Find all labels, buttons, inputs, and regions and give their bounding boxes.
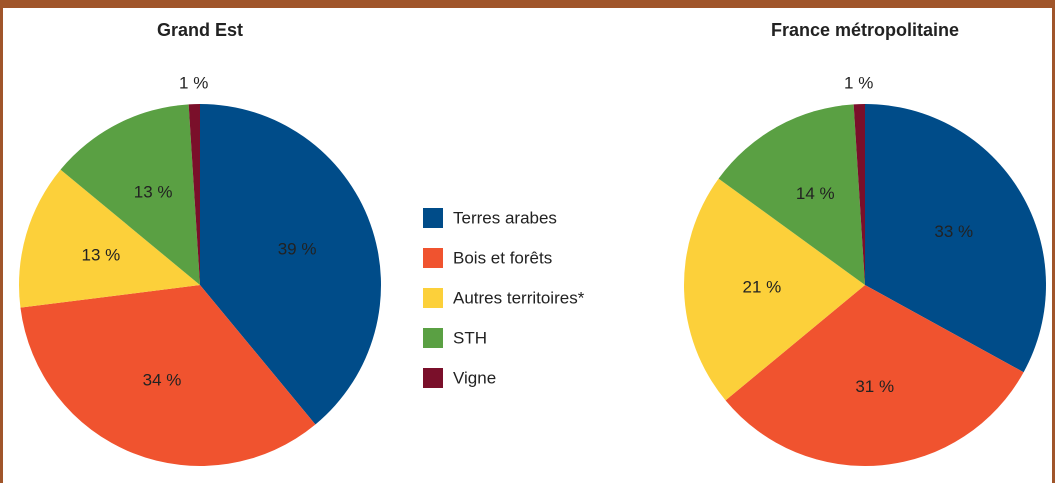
data-label: 34 % <box>143 370 182 389</box>
pie-slice <box>853 104 865 285</box>
data-label: 21 % <box>743 278 782 297</box>
data-label: 33 % <box>934 222 973 241</box>
frame-right <box>1052 0 1055 483</box>
legend-label: STH <box>453 328 487 347</box>
pie-slice <box>200 104 381 425</box>
data-label: 1 % <box>179 74 208 93</box>
chart-title: Grand Est <box>157 20 243 40</box>
legend-label: Vigne <box>453 368 496 387</box>
legend-swatch <box>423 248 443 268</box>
pie-slice <box>865 104 1046 373</box>
frame-top <box>0 0 1055 8</box>
legend-swatch <box>423 368 443 388</box>
legend-label: Bois et forêts <box>453 248 552 267</box>
legend-label: Terres arabes <box>453 208 557 227</box>
legend-swatch <box>423 328 443 348</box>
pie-slice <box>60 104 200 285</box>
pie-slice <box>188 104 200 285</box>
chart-title: France métropolitaine <box>771 20 959 40</box>
data-label: 1 % <box>844 74 873 93</box>
pie-slice <box>718 104 865 285</box>
pie-slice <box>20 285 316 467</box>
pie-slice <box>19 169 201 308</box>
legend-label: Autres territoires* <box>453 288 585 307</box>
legend-swatch <box>423 288 443 308</box>
data-label: 39 % <box>278 240 317 259</box>
pie-slice <box>725 285 1024 467</box>
legend-swatch <box>423 208 443 228</box>
data-label: 14 % <box>796 184 835 203</box>
frame-left <box>0 0 3 483</box>
data-label: 31 % <box>855 377 894 396</box>
data-label: 13 % <box>134 183 173 202</box>
pie-slice <box>684 178 865 401</box>
data-label: 13 % <box>82 246 121 265</box>
